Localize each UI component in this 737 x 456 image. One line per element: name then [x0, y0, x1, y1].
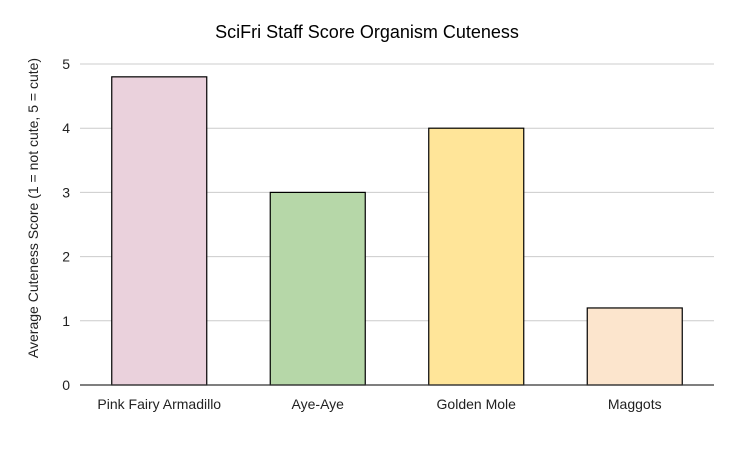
y-axis-label: Average Cuteness Score (1 = not cute, 5 … [25, 58, 41, 358]
bar-aye-aye [269, 191, 366, 386]
x-tick-label: Aye-Aye [292, 396, 345, 412]
y-tick-label: 2 [62, 249, 70, 265]
x-tick-label: Golden Mole [437, 396, 517, 412]
x-axis-ticks: Pink Fairy Armadillo Aye-Aye Golden Mole Ma… [97, 396, 661, 412]
y-tick-label: 3 [62, 184, 70, 200]
bar-pink-fairy-armadillo [111, 76, 208, 386]
y-tick-label: 1 [62, 313, 70, 329]
y-tick-label: 4 [62, 120, 70, 136]
y-axis-ticks: 0 1 2 3 4 5 [62, 56, 70, 393]
bars [111, 76, 683, 386]
x-tick-label: Maggots [608, 396, 662, 412]
x-tick-label: Pink Fairy Armadillo [97, 396, 221, 412]
bar-maggots [586, 307, 683, 386]
chart-title: SciFri Staff Score Organism Cuteness [215, 22, 519, 42]
y-tick-label: 5 [62, 56, 70, 72]
y-tick-label: 0 [62, 377, 70, 393]
bar-golden-mole [428, 127, 525, 386]
